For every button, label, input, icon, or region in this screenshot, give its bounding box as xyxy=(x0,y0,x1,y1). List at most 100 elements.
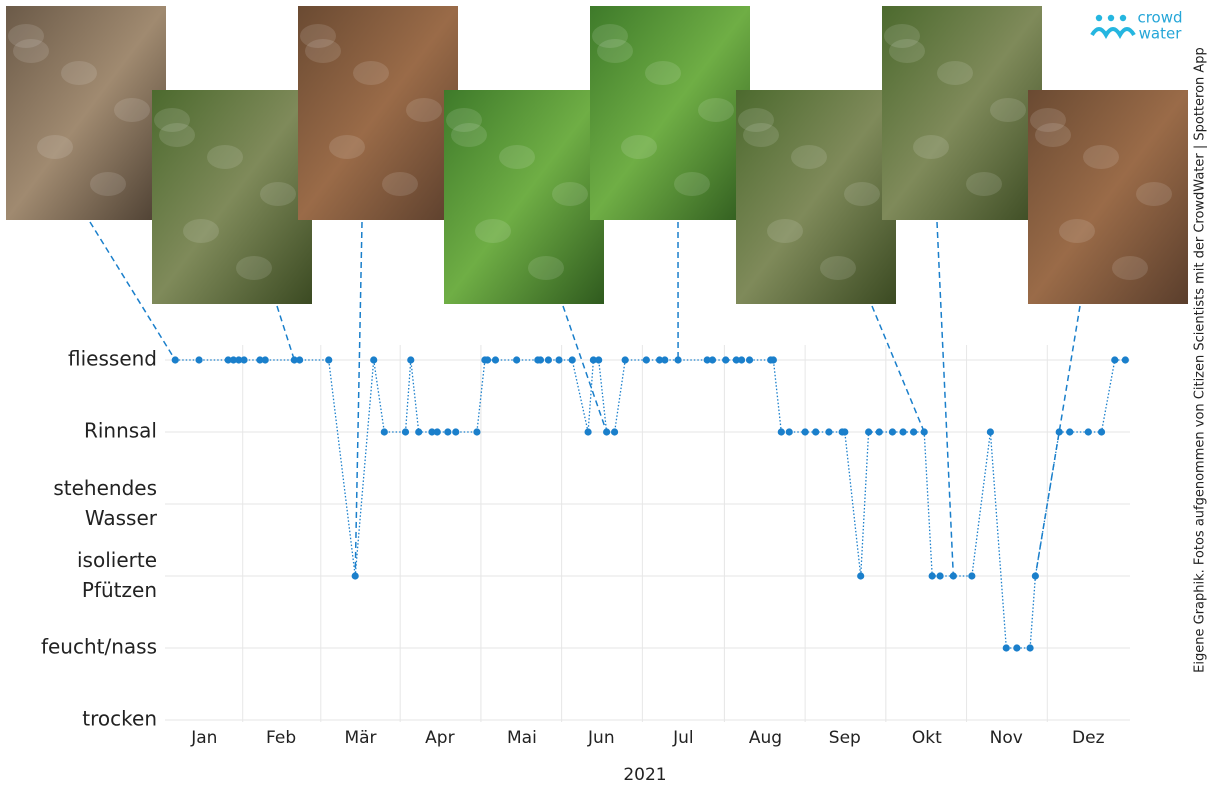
data-point xyxy=(709,356,716,363)
photos xyxy=(6,6,1188,304)
data-point xyxy=(1122,356,1129,363)
logo-icon xyxy=(1096,15,1102,21)
data-point xyxy=(195,356,202,363)
data-point xyxy=(661,356,668,363)
data-point xyxy=(452,428,459,435)
photo-detail xyxy=(1136,182,1172,206)
chart: Eigene Graphik. Fotos aufgenommen von Ci… xyxy=(0,0,1213,787)
data-point xyxy=(603,428,610,435)
data-point xyxy=(841,428,848,435)
data-point xyxy=(921,428,928,435)
photo-detail xyxy=(966,172,1002,196)
photo-detail xyxy=(260,182,296,206)
data-point xyxy=(473,428,480,435)
y-tick-label: trocken xyxy=(82,707,157,731)
photo-detail xyxy=(889,39,925,63)
photo-detail xyxy=(1035,123,1071,147)
photo-detail xyxy=(499,145,535,169)
logo-icon xyxy=(1120,15,1126,21)
photo-connector xyxy=(277,306,294,360)
data-point xyxy=(936,572,943,579)
data-point xyxy=(545,356,552,363)
x-tick-label: Jan xyxy=(190,728,217,748)
data-point xyxy=(910,428,917,435)
x-tick-label: Mär xyxy=(344,728,376,748)
data-point xyxy=(569,356,576,363)
photo-detail xyxy=(37,135,73,159)
x-tick-label: Okt xyxy=(912,728,942,748)
x-tick-label: Feb xyxy=(266,728,296,748)
photo-detail xyxy=(207,145,243,169)
x-tick-label: Apr xyxy=(425,728,454,748)
data-point xyxy=(1013,644,1020,651)
photo-connector xyxy=(937,222,953,576)
data-point xyxy=(674,356,681,363)
data-point xyxy=(444,428,451,435)
x-tick-label: Dez xyxy=(1072,728,1105,748)
photo-detail xyxy=(1112,256,1148,280)
photo-detail xyxy=(820,256,856,280)
data-point xyxy=(1111,356,1118,363)
credit: Eigene Graphik. Fotos aufgenommen von Ci… xyxy=(1193,47,1208,673)
data-point xyxy=(595,356,602,363)
logo-icon xyxy=(1092,29,1134,35)
photo-detail xyxy=(791,145,827,169)
photo-detail xyxy=(937,61,973,85)
data-point xyxy=(262,356,269,363)
logo: crowd water xyxy=(1092,9,1183,43)
data-point xyxy=(240,356,247,363)
y-tick-label: Rinnsal xyxy=(84,419,157,443)
x-tick-label: Jun xyxy=(587,728,615,748)
photo-detail xyxy=(61,61,97,85)
data-point xyxy=(513,356,520,363)
data-point xyxy=(622,356,629,363)
data-point xyxy=(296,356,303,363)
data-point xyxy=(802,428,809,435)
photo-detail xyxy=(183,219,219,243)
data-point xyxy=(950,572,957,579)
data-point xyxy=(786,428,793,435)
data-point xyxy=(407,356,414,363)
data-point xyxy=(770,356,777,363)
data-point xyxy=(611,428,618,435)
photo-detail xyxy=(552,182,588,206)
data-point xyxy=(484,356,491,363)
data-point xyxy=(857,572,864,579)
photo-detail xyxy=(159,123,195,147)
photo-detail xyxy=(353,61,389,85)
photo-detail xyxy=(382,172,418,196)
data-point xyxy=(370,356,377,363)
photo-detail xyxy=(844,182,880,206)
photo-detail xyxy=(913,135,949,159)
data-point xyxy=(584,428,591,435)
data-point xyxy=(555,356,562,363)
data-point xyxy=(1066,428,1073,435)
data-point xyxy=(352,572,359,579)
logo-icon xyxy=(1108,15,1114,21)
photo-detail xyxy=(743,123,779,147)
photo-detail xyxy=(114,98,150,122)
x-tick-label: Sep xyxy=(829,728,861,748)
photo-detail xyxy=(597,39,633,63)
x-tick-label: Aug xyxy=(749,728,782,748)
data-point xyxy=(325,356,332,363)
photo-detail xyxy=(1083,145,1119,169)
y-tick-label: fliessend xyxy=(68,347,157,371)
photo-detail xyxy=(451,123,487,147)
data-point xyxy=(415,428,422,435)
photo-detail xyxy=(528,256,564,280)
data-point xyxy=(381,428,388,435)
photo-connector xyxy=(872,306,924,432)
data-point xyxy=(172,356,179,363)
x-tick-label: Nov xyxy=(990,728,1023,748)
photo-detail xyxy=(767,219,803,243)
data-point xyxy=(968,572,975,579)
data-point xyxy=(746,356,753,363)
data-point xyxy=(402,428,409,435)
data-point xyxy=(492,356,499,363)
photo-detail xyxy=(329,135,365,159)
data-point xyxy=(825,428,832,435)
data-point xyxy=(876,428,883,435)
photo-detail xyxy=(698,98,734,122)
